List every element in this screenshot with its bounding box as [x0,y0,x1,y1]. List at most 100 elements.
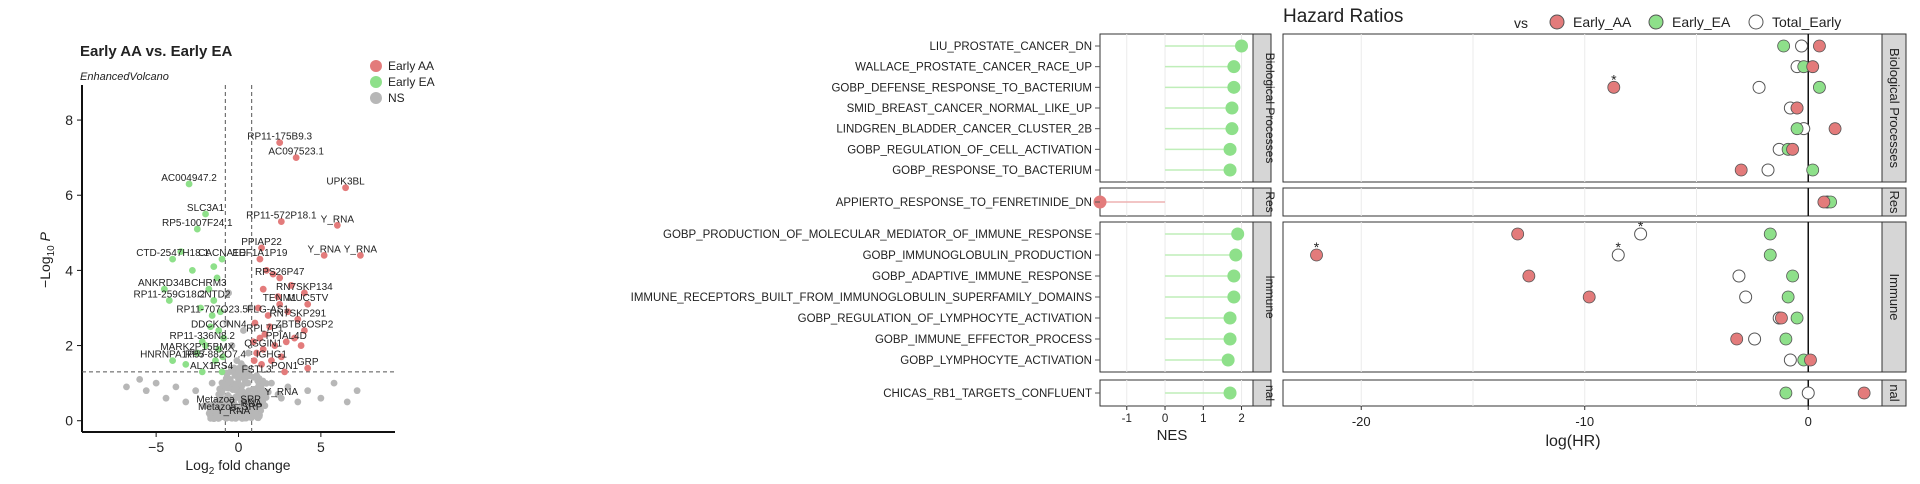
volcano-point [261,330,269,338]
volcano-x-tick-label: 5 [317,439,325,455]
volcano-point [268,379,275,387]
nes-lollipop-head [1223,163,1237,177]
gene-label: AC004947.2 [161,173,217,184]
gene-label: Metazoa_SRP [196,395,261,406]
volcano-point [264,312,272,319]
volcano-point [238,387,246,395]
significance-star: * [1314,239,1320,255]
hr-point-early-aa [1790,101,1804,115]
hr-point-early-aa [1857,386,1871,400]
volcano-point [233,357,241,364]
volcano-point [188,266,196,274]
gene-label: PPIAP22 [241,237,282,248]
hr-point-total-early [1732,269,1746,283]
volcano-point [197,304,205,312]
volcano-y-tick-label: 8 [65,112,73,128]
hr-facet-strip-label: Res [1887,190,1902,214]
volcano-point [123,383,130,391]
volcano-x-axis-label: Log2 fold change [185,457,290,477]
significance-star: * [1616,239,1622,255]
ns-point [265,388,272,396]
volcano-point [215,345,223,353]
nes-facet-strip-label: nal [1263,385,1277,401]
volcano-y-tick-label: 6 [65,187,73,203]
gene-label: RP5-1007F24.1 [162,218,233,229]
volcano-point [253,349,261,357]
gene-label: RN7SKP134 [276,282,333,293]
volcano-point [284,308,292,316]
volcano-point [205,285,213,293]
volcano-point [207,323,214,331]
volcano-point [142,387,150,395]
volcano-point [259,285,267,293]
volcano-point [292,154,300,162]
gene-label: RP11-259G18.2 [134,289,206,300]
gene-label: Metazoa_SRP [198,402,263,413]
legend-dot [370,76,382,88]
gene-label: RP11-572P18.1 [246,211,317,222]
ns-point [262,394,270,401]
hr-point-early-aa [1813,39,1826,53]
series-ns [123,289,361,421]
volcano-point [284,383,292,391]
hr-point-early-aa [1310,248,1323,262]
ns-point [239,397,247,405]
volcano-point [240,327,247,334]
ns-point [263,380,270,387]
nes-lollipop-head [1225,101,1239,115]
series-early-aa [249,139,364,376]
volcano-point [225,289,233,297]
volcano-point [169,255,177,263]
hr-point-early-ea [1786,269,1799,283]
gene-label: RPL7P1 [246,323,284,334]
volcano-y-tick-label: 2 [65,338,73,354]
hr-point-early-aa [1817,195,1831,209]
gene-set-labels: LIU_PROSTATE_CANCER_DN WALLACE_PROSTATE_C… [631,41,1100,400]
volcano-point [223,319,231,327]
hr-point-early-ea [1779,332,1793,346]
gene-label: SLC3A1 [187,203,225,214]
volcano-point [277,218,285,225]
ns-point [206,407,214,414]
volcano-point [246,304,254,312]
hr-facet-strip-label: Immune [1887,274,1902,321]
gene-label: FLG-AS1 [247,304,289,315]
volcano-point [256,334,264,342]
volcano-point [212,357,219,364]
volcano-point [213,274,221,282]
gene-label: RP11-707O23.5 [176,304,248,315]
gene-set-label: LINDGREN_BLADDER_CANCER_CLUSTER_2B [836,124,1092,136]
volcano-point [221,383,229,391]
ns-point [213,409,221,417]
log-hr-axis-label: log(HR) [1545,433,1600,450]
gene-set-label: GOBP_IMMUNE_EFFECTOR_PROCESS [875,334,1092,346]
hr-legend-label: Total_Early [1772,14,1841,30]
volcano-plot: Early AA vs. Early EA EnhancedVolcano Ea… [37,43,435,477]
nes-lollipop-head [1227,269,1241,283]
ns-point [238,415,246,422]
gene-label: PON1 [271,361,299,372]
volcano-point [342,184,349,192]
volcano-point [287,282,295,289]
volcano-point [294,398,302,406]
ns-point [245,387,252,395]
volcano-point [353,387,361,395]
volcano-x-tick-label: 0 [235,439,243,455]
volcano-point [304,364,312,372]
volcano-point [169,357,177,364]
volcano-point [274,293,282,301]
gene-label: Y_RNA [344,244,378,255]
gene-label: RP11-336N8.2 [170,331,236,342]
gene-set-label: GOBP_REGULATION_OF_CELL_ACTIVATION [847,144,1092,156]
hr-facet-strip-label: nal [1887,384,1902,401]
nes-facet-strip [1252,221,1272,373]
hr-facet-strip-label: Biological Processes [1887,48,1902,168]
gene-label: CNTD2 [197,289,231,300]
volcano-point [251,409,259,417]
hr-point-total-early [1739,290,1753,304]
volcano-point [208,379,216,387]
gene-label: ANKRD34B [138,278,191,289]
hr-point-early-ea [1813,80,1826,94]
hr-point-total-early [1783,353,1797,367]
